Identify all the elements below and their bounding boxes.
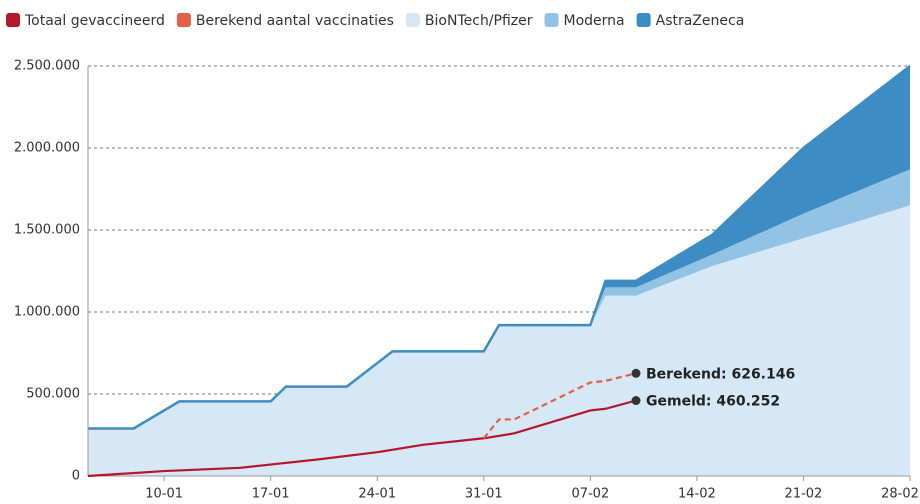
- end-dot: [631, 396, 641, 406]
- x-tick-label: 28-02: [881, 487, 919, 502]
- line: [87, 399, 637, 478]
- x-tick-label: 14-02: [678, 487, 716, 502]
- total-line: [88, 65, 911, 430]
- annotation: Gemeld: 460.252: [646, 394, 780, 410]
- y-tick-label: 2.500.000: [14, 59, 80, 74]
- y-tick-label: 1.000.000: [14, 305, 80, 320]
- legend-label: AstraZeneca: [656, 13, 745, 29]
- y-tick-label: 500.000: [26, 387, 80, 402]
- legend-label: Moderna: [564, 13, 625, 29]
- legend-swatch: [636, 13, 651, 27]
- line: [482, 372, 637, 439]
- x-tick-label: 07-02: [571, 487, 609, 502]
- y-tick-label: 0: [72, 469, 80, 484]
- legend-label: BioNTech/Pfizer: [425, 13, 533, 29]
- y-tick-label: 2.000.000: [14, 141, 80, 156]
- legend-swatch: [176, 13, 191, 27]
- x-tick-label: 17-01: [252, 487, 290, 502]
- x-tick-label: 21-02: [785, 487, 823, 502]
- end-dot: [631, 368, 641, 378]
- x-tick-label: 10-01: [145, 487, 183, 502]
- legend-swatch: [405, 13, 420, 27]
- area: [88, 205, 910, 476]
- annotation: Berekend: 626.146: [646, 366, 795, 382]
- legend-label: Totaal gevaccineerd: [24, 13, 165, 29]
- legend-label: Berekend aantal vaccinaties: [196, 13, 394, 29]
- legend-swatch: [6, 13, 20, 27]
- x-tick-label: 24-01: [358, 487, 396, 502]
- y-tick-label: 1.500.000: [14, 223, 80, 238]
- x-tick-label: 31-01: [465, 487, 503, 502]
- legend-swatch: [544, 13, 559, 27]
